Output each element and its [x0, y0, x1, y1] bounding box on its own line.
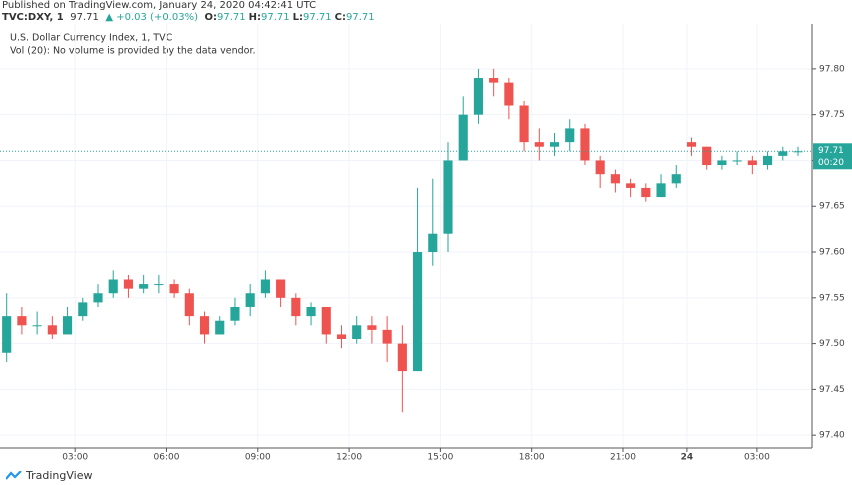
candle-body [565, 128, 575, 143]
x-tick-label: 24 [681, 453, 694, 463]
marks [2, 68, 803, 413]
x-tick-label: 03:00 [62, 453, 88, 463]
ohlc-label: H: [248, 12, 261, 23]
candle-body [656, 183, 666, 198]
candle-body [108, 279, 118, 294]
candle-body [367, 325, 377, 330]
published: Published on TradingView.com, January 24… [2, 0, 317, 11]
candle-body [747, 160, 757, 166]
grid [0, 24, 812, 448]
y-tick-label: 97.80 [819, 64, 845, 74]
y-tick-label: 97.60 [819, 248, 845, 258]
candle-body [519, 105, 529, 143]
candle-body [321, 306, 331, 335]
candle-body [291, 297, 301, 317]
candle-body [686, 142, 697, 147]
candle-body [230, 306, 240, 321]
x-tick-label: 09:00 [245, 453, 271, 463]
candle-body [504, 82, 514, 106]
candle-body [732, 160, 742, 162]
candle-body [32, 325, 42, 327]
candle-body [595, 160, 605, 175]
brand: TradingView [26, 469, 93, 482]
ohlc-label: L: [292, 12, 304, 23]
chart-title: U.S. Dollar Currency Index, 1, TVC [10, 33, 173, 44]
candle-body [580, 128, 590, 161]
candle-body [778, 151, 788, 156]
x-tick-label: 15:00 [427, 453, 453, 463]
ohlc: O:97.71 H:97.71 L:97.71 C:97.71 [204, 12, 377, 23]
candle-body [169, 284, 179, 294]
y-tick-label: 97.45 [819, 385, 845, 395]
x-tick-label: 03:00 [744, 453, 770, 463]
candle-body [123, 279, 133, 289]
symbol-line: TVC:DXY, 1 97.71 ▲ +0.03 (+0.03%) O:97.7… [2, 12, 381, 24]
ohlc-value: 97.71 [216, 12, 246, 23]
x-tick-label: 12:00 [336, 453, 362, 463]
candle-body [139, 284, 149, 289]
y-tick-label: 97.40 [819, 431, 845, 441]
candle-body [78, 302, 88, 317]
y-tick-label: 97.65 [819, 202, 845, 212]
footer: TradingView [6, 469, 92, 482]
last-price-label: 97.71 [818, 146, 844, 156]
last-price-box [813, 143, 852, 170]
candle-body [154, 284, 164, 286]
candle-body [458, 114, 468, 161]
candle-body [534, 142, 544, 147]
x-tick-label: 21:00 [610, 453, 636, 463]
ohlc-value: 97.71 [346, 12, 375, 23]
candle-body [184, 293, 194, 317]
candle-body [336, 334, 347, 340]
candle-body [489, 78, 499, 83]
candle-body [260, 279, 270, 294]
symbol: TVC:DXY, 1 [2, 12, 64, 23]
ohlc-value: 97.71 [261, 12, 290, 23]
candle-body [245, 293, 255, 307]
ohlc-label: C: [334, 12, 346, 23]
candle-body [17, 316, 27, 326]
candle-body [413, 252, 423, 372]
ohlc-value: 97.71 [303, 12, 332, 23]
candle-body [763, 155, 773, 166]
candle-body [473, 78, 483, 115]
candle-body [549, 142, 560, 147]
candle-body [702, 146, 712, 166]
candle-body [717, 160, 727, 166]
candle-body [671, 174, 681, 184]
candle-body [215, 320, 225, 335]
candle-body [428, 233, 438, 253]
candle-body [382, 329, 392, 344]
last-price: 97.71 [70, 12, 99, 23]
y-tick-label: 97.55 [819, 293, 845, 303]
candle-body [276, 279, 286, 298]
candle-body [2, 316, 12, 353]
candle-body [199, 316, 210, 335]
candle-body [641, 187, 651, 198]
candle-body [47, 325, 57, 335]
candle-body [306, 306, 316, 317]
y-tick-label: 97.75 [819, 110, 845, 120]
candle-body [397, 343, 407, 372]
header: Published on TradingView.com, January 24… [2, 0, 381, 24]
change: ▲ +0.03 (+0.03%) [105, 12, 198, 23]
candle-body [93, 293, 103, 303]
candle-body [63, 316, 73, 335]
logo [6, 470, 22, 480]
countdown: 00:20 [818, 158, 844, 168]
x-tick-label: 06:00 [154, 453, 180, 463]
candle-body [352, 325, 362, 340]
ohlc-label: O: [204, 12, 217, 23]
candle-body [626, 183, 636, 188]
candle-body [610, 174, 620, 184]
chart-subtitle: Vol (20): No volume is provided by the d… [10, 46, 256, 57]
y-tick-label: 97.50 [819, 339, 845, 349]
candle-body [443, 160, 453, 234]
x-tick-label: 18:00 [519, 453, 545, 463]
